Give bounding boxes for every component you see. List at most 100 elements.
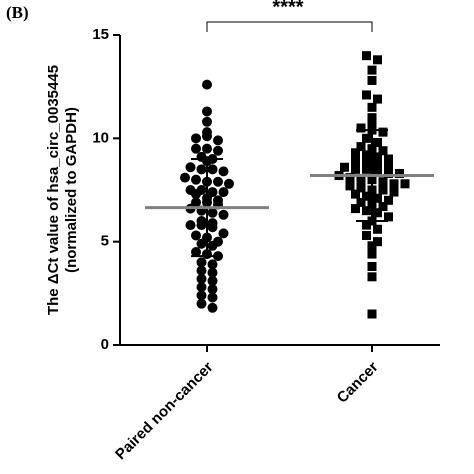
data-point bbox=[362, 230, 371, 240]
data-point bbox=[196, 151, 207, 162]
data-point bbox=[378, 202, 388, 212]
data-point bbox=[202, 116, 212, 127]
data-point bbox=[362, 90, 371, 100]
data-point bbox=[202, 127, 212, 138]
data-point bbox=[356, 142, 366, 152]
data-point bbox=[191, 230, 201, 241]
data-point bbox=[384, 160, 393, 170]
y-tick-label: 0 bbox=[101, 336, 109, 353]
data-point bbox=[373, 166, 382, 176]
data-point bbox=[180, 172, 190, 183]
data-point bbox=[400, 179, 410, 189]
data-point bbox=[373, 193, 382, 203]
data-point bbox=[362, 220, 371, 230]
data-point bbox=[367, 309, 377, 319]
data-point bbox=[340, 162, 349, 172]
data-point bbox=[378, 177, 388, 187]
data-point bbox=[367, 272, 377, 282]
data-point bbox=[356, 197, 366, 207]
data-point bbox=[202, 143, 212, 154]
data-point bbox=[196, 164, 207, 175]
data-point bbox=[367, 249, 377, 259]
data-point bbox=[196, 257, 207, 268]
data-point bbox=[356, 183, 366, 193]
data-point bbox=[196, 298, 207, 309]
data-point bbox=[373, 152, 382, 162]
data-point bbox=[196, 290, 207, 301]
data-point bbox=[362, 51, 371, 61]
data-point bbox=[213, 145, 223, 156]
data-point bbox=[373, 55, 382, 65]
data-point bbox=[395, 168, 404, 178]
data-point bbox=[196, 216, 207, 226]
data-point bbox=[351, 164, 360, 174]
data-point bbox=[191, 197, 201, 208]
data-point bbox=[224, 178, 234, 189]
data-point bbox=[345, 173, 355, 183]
data-point bbox=[207, 292, 218, 303]
data-point bbox=[213, 135, 223, 146]
data-point bbox=[356, 123, 366, 133]
data-point bbox=[373, 94, 382, 104]
data-point bbox=[207, 267, 218, 278]
data-point bbox=[362, 133, 371, 143]
data-point bbox=[185, 162, 196, 173]
data-point bbox=[218, 166, 229, 177]
data-point bbox=[202, 106, 212, 117]
y-label-line: The ΔCt value of hsa_circ_0035445 bbox=[45, 65, 62, 315]
significance-bracket bbox=[206, 21, 373, 32]
data-point bbox=[207, 218, 218, 229]
data-point bbox=[207, 207, 218, 218]
data-point bbox=[351, 204, 360, 214]
data-point bbox=[185, 220, 196, 231]
data-point bbox=[191, 174, 201, 185]
data-point bbox=[373, 137, 382, 147]
data-point bbox=[213, 176, 223, 187]
data-point bbox=[191, 247, 201, 257]
data-point bbox=[345, 181, 355, 191]
data-point bbox=[213, 195, 223, 206]
panel-label: (B) bbox=[6, 3, 29, 22]
data-point bbox=[367, 113, 377, 123]
data-point bbox=[218, 209, 229, 220]
data-point bbox=[202, 79, 212, 90]
y-label-line: (normalized to GAPDH) bbox=[63, 107, 80, 273]
data-point bbox=[384, 154, 393, 164]
y-axis-title: The ΔCt value of hsa_circ_0035445 (norma… bbox=[45, 65, 80, 315]
data-point bbox=[351, 148, 360, 158]
data-point bbox=[207, 259, 218, 270]
significance: **** bbox=[272, 0, 303, 18]
y-tick-label: 5 bbox=[101, 233, 109, 250]
data-point bbox=[218, 187, 229, 198]
data-point bbox=[367, 102, 377, 112]
data-point bbox=[362, 158, 371, 168]
data-point bbox=[351, 189, 360, 199]
data-point bbox=[367, 75, 377, 85]
data-point bbox=[367, 65, 377, 75]
data-point bbox=[351, 156, 360, 166]
y-tick-label: 10 bbox=[92, 129, 109, 146]
data-point bbox=[389, 179, 399, 189]
data-point bbox=[362, 206, 371, 216]
data-point bbox=[207, 275, 218, 286]
data-point bbox=[373, 158, 382, 168]
data-point bbox=[196, 185, 207, 195]
data-point bbox=[378, 127, 388, 137]
data-point bbox=[207, 187, 218, 198]
data-point bbox=[196, 273, 207, 284]
data-point bbox=[373, 224, 382, 234]
data-point bbox=[384, 168, 393, 178]
data-point bbox=[362, 150, 371, 160]
data-point bbox=[384, 195, 393, 205]
data-point bbox=[384, 212, 393, 222]
data-point bbox=[191, 133, 201, 144]
data-point bbox=[389, 187, 399, 197]
data-point bbox=[191, 143, 201, 154]
data-point bbox=[207, 164, 218, 175]
data-point bbox=[207, 284, 218, 295]
data-point bbox=[367, 261, 377, 271]
data-point bbox=[207, 302, 218, 313]
data-point bbox=[196, 282, 207, 293]
data-point bbox=[213, 236, 223, 247]
